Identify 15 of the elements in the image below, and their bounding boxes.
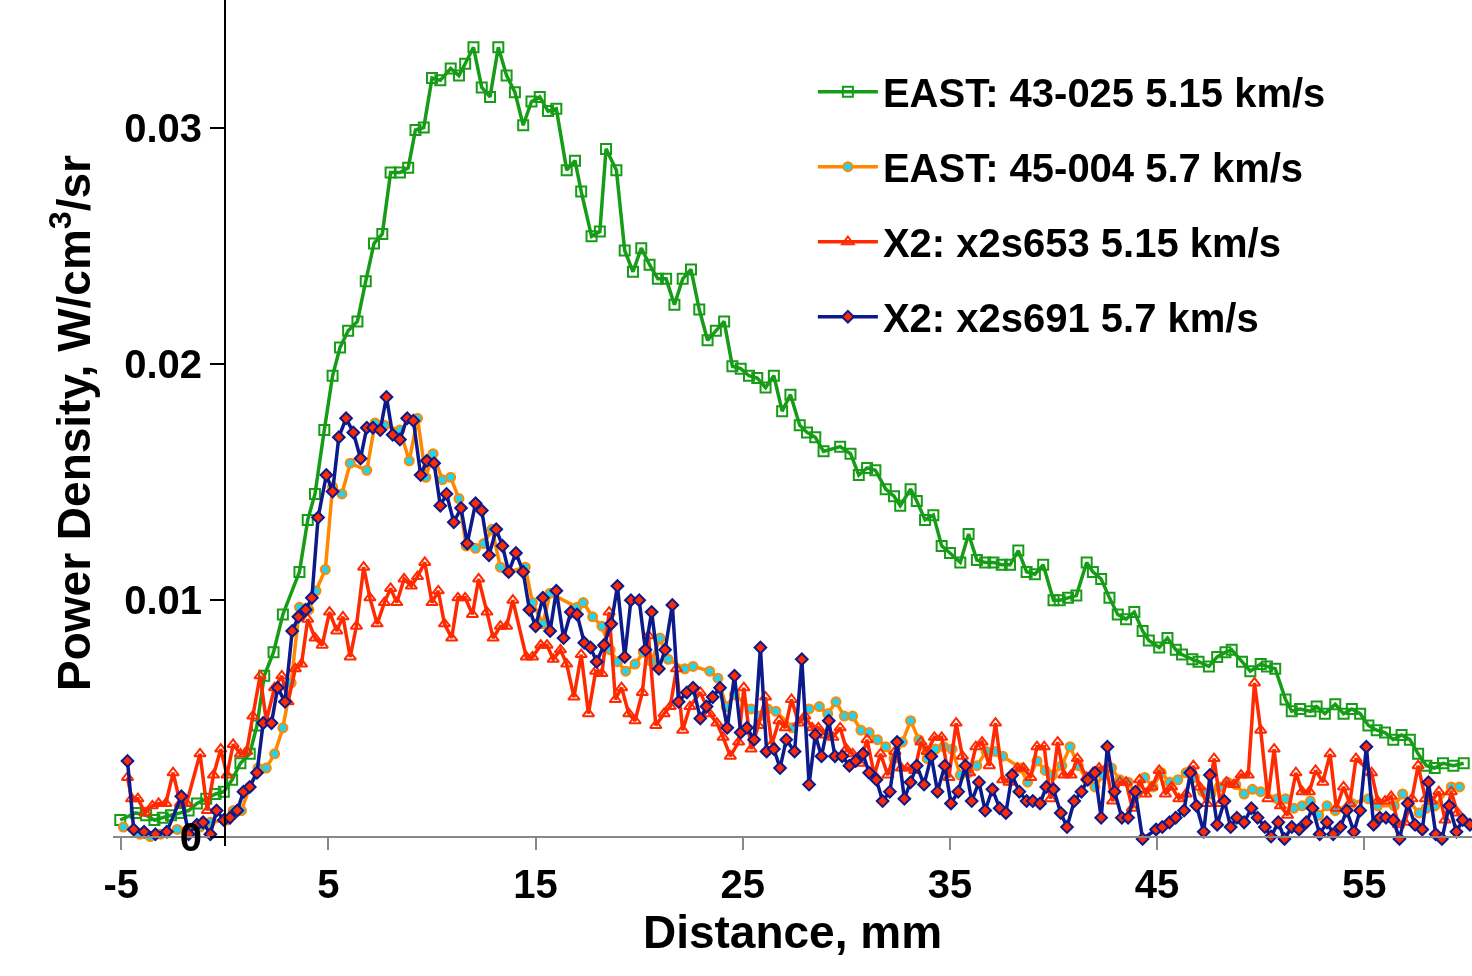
x-tick-label: 35 bbox=[927, 861, 973, 906]
y-tick-label: 0.02 bbox=[124, 341, 203, 386]
x-tick-label: 5 bbox=[317, 861, 340, 906]
x-axis-title: Distance, mm bbox=[642, 905, 943, 958]
legend-label: X2: x2s691 5.7 km/s bbox=[882, 296, 1259, 341]
legend-label: X2: x2s653 5.15 km/s bbox=[882, 221, 1281, 266]
x-tick-label: 45 bbox=[1134, 861, 1180, 906]
y-tick-label: 0.01 bbox=[124, 578, 203, 623]
x-tick-label: 55 bbox=[1342, 861, 1387, 906]
y-tick-label: 0.03 bbox=[124, 105, 203, 150]
legend-label: EAST: 43-025 5.15 km/s bbox=[882, 71, 1326, 116]
x-tick-label: -5 bbox=[103, 861, 140, 906]
x-tick-label: 15 bbox=[513, 861, 558, 906]
legend-label: EAST: 45-004 5.7 km/s bbox=[882, 146, 1304, 191]
x-tick-label: 25 bbox=[720, 861, 766, 906]
